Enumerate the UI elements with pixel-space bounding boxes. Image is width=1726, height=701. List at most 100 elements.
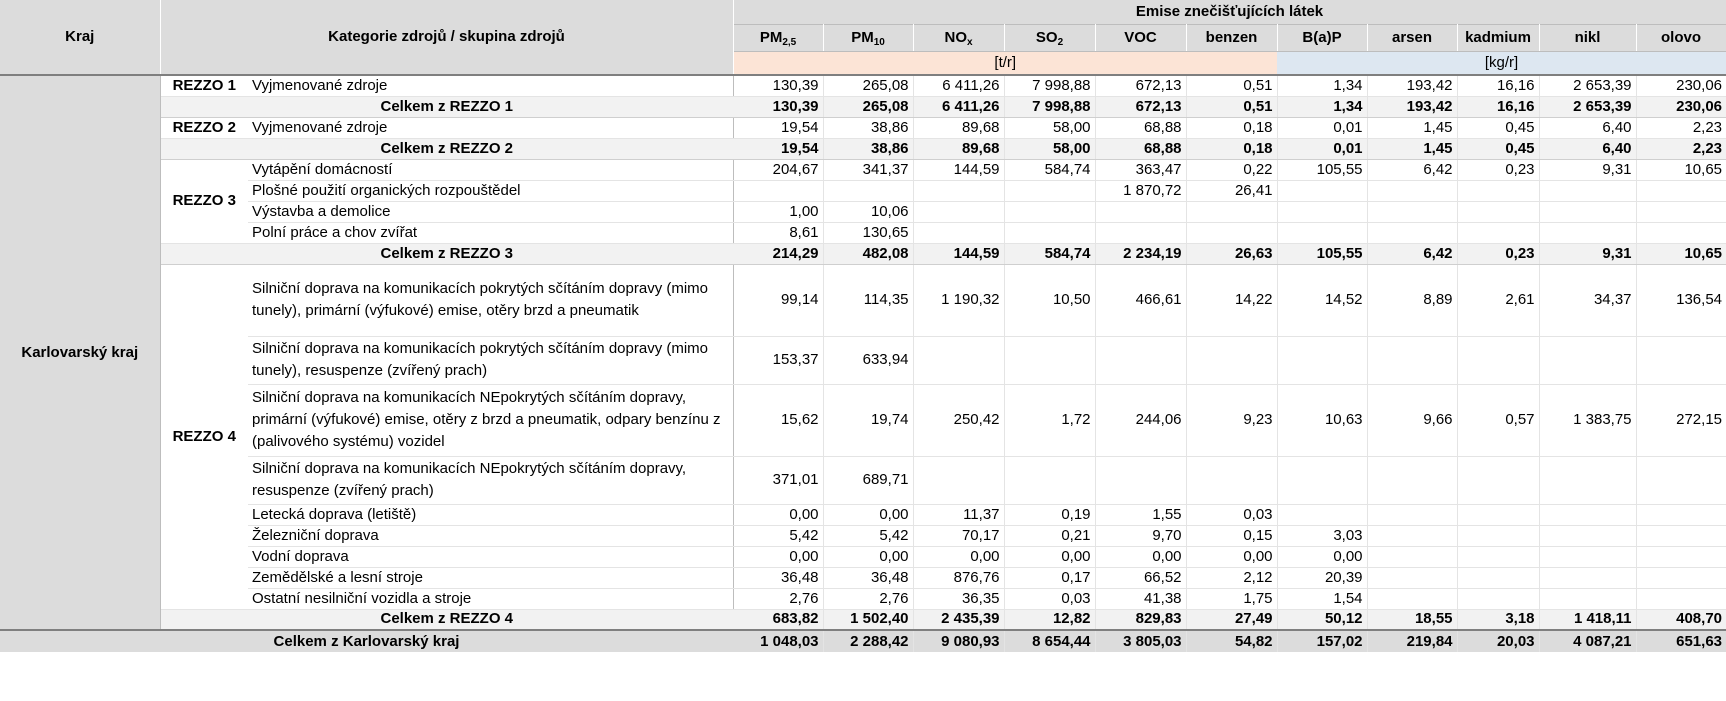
grand-total-value: 2 288,42	[823, 629, 914, 652]
table-row: Polní práce a chov zvířat 8,61 130,65	[0, 222, 1726, 244]
subtotal-value: 6,42	[1367, 242, 1458, 265]
source-label: Vyjmenované zdroje	[248, 75, 734, 97]
subtotal-row: Celkem z REZZO 4 683,82 1 502,40 2 435,39 12…	[0, 608, 1726, 631]
value-cell: 1,34	[1277, 75, 1368, 97]
pollutant-header: PM2,5	[733, 24, 824, 52]
pollutant-label: PM	[759, 29, 783, 46]
value-cell: 10,65	[1636, 159, 1726, 181]
value-cell: 9,70	[1095, 525, 1187, 547]
pollutant-header: benzen	[1186, 24, 1278, 52]
value-cell: 34,37	[1539, 264, 1637, 337]
value-cell	[1095, 456, 1187, 505]
pollutant-label: benzen	[1205, 29, 1258, 46]
pollutant-subscript: x	[966, 37, 973, 48]
value-cell: 0,19	[1004, 504, 1096, 526]
value-cell	[1277, 201, 1368, 223]
subtotal-value: 230,06	[1636, 95, 1726, 118]
source-label: Silniční doprava na komunikacích NEpokry…	[248, 384, 734, 457]
value-cell: 1,55	[1095, 504, 1187, 526]
pollutant-label: nikl	[1574, 29, 1601, 46]
value-cell: 672,13	[1095, 75, 1187, 97]
value-cell: 11,37	[913, 504, 1005, 526]
subtotal-value: 9,31	[1539, 242, 1637, 265]
table-row: Letecká doprava (letiště) 0,00 0,00 11,37 0,…	[0, 504, 1726, 526]
value-cell	[1004, 201, 1096, 223]
value-cell	[1004, 222, 1096, 244]
value-cell	[1277, 504, 1368, 526]
value-cell: 89,68	[913, 117, 1005, 139]
value-cell: 58,00	[1004, 117, 1096, 139]
value-cell: 15,62	[733, 384, 824, 457]
subtotal-value: 584,74	[1004, 242, 1096, 265]
value-cell: 26,41	[1186, 180, 1278, 202]
value-cell	[1457, 504, 1540, 526]
source-label: Zemědělské a lesní stroje	[248, 567, 734, 589]
value-cell: 6,42	[1367, 159, 1458, 181]
subtotal-row: Celkem z REZZO 2 19,54 38,86 89,68 58,00 68,8…	[0, 137, 1726, 160]
value-cell: 0,57	[1457, 384, 1540, 457]
pollutant-subscript: 2,5	[782, 37, 797, 48]
value-cell	[1636, 567, 1726, 589]
value-cell: 70,17	[913, 525, 1005, 547]
subtotal-value: 0,23	[1457, 242, 1540, 265]
value-cell: 3,03	[1277, 525, 1368, 547]
source-label: Polní práce a chov zvířat	[248, 222, 734, 244]
value-cell: 230,06	[1636, 75, 1726, 97]
pollutant-header: PM10	[823, 24, 914, 52]
value-cell	[1539, 180, 1637, 202]
value-cell: 0,00	[823, 546, 914, 568]
value-cell: 8,89	[1367, 264, 1458, 337]
value-cell	[823, 180, 914, 202]
value-cell	[913, 456, 1005, 505]
value-cell	[1277, 222, 1368, 244]
value-cell	[1367, 525, 1458, 547]
value-cell: 2,61	[1457, 264, 1540, 337]
source-label: Vodní doprava	[248, 546, 734, 568]
subtotal-value: 18,55	[1367, 608, 1458, 631]
pollutant-label: VOC	[1124, 29, 1157, 46]
value-cell	[1539, 504, 1637, 526]
value-cell: 1,72	[1004, 384, 1096, 457]
value-cell	[1457, 525, 1540, 547]
value-cell	[1367, 456, 1458, 505]
pollutant-header: VOC	[1095, 24, 1187, 52]
value-cell	[1457, 588, 1540, 610]
subtotal-label: Celkem z REZZO 1	[160, 95, 734, 118]
value-cell	[1004, 336, 1096, 385]
subtotal-value: 1,45	[1367, 137, 1458, 160]
value-cell: 633,94	[823, 336, 914, 385]
value-cell: 0,15	[1186, 525, 1278, 547]
subtotal-value: 2,23	[1636, 137, 1726, 160]
table-row: Silniční doprava na komunikacích NEpokry…	[0, 384, 1726, 457]
value-cell	[1367, 504, 1458, 526]
value-cell: 1 870,72	[1095, 180, 1187, 202]
value-cell: 250,42	[913, 384, 1005, 457]
value-cell	[1539, 456, 1637, 505]
value-cell: 1,54	[1277, 588, 1368, 610]
value-cell	[1186, 336, 1278, 385]
table-row: Silniční doprava na komunikacích pokrytý…	[0, 336, 1726, 385]
pollutant-label: SO	[1035, 29, 1058, 46]
value-cell	[1457, 567, 1540, 589]
value-cell	[1636, 201, 1726, 223]
value-cell	[1277, 456, 1368, 505]
value-cell: 68,88	[1095, 117, 1187, 139]
value-cell: 0,03	[1186, 504, 1278, 526]
pollutant-label: kadmium	[1465, 29, 1531, 46]
value-cell: 2,76	[733, 588, 824, 610]
value-cell	[1004, 456, 1096, 505]
grand-total-value: 651,63	[1636, 629, 1726, 652]
value-cell: 9,66	[1367, 384, 1458, 457]
pollutant-header: olovo	[1636, 24, 1726, 52]
grand-total-value: 54,82	[1186, 629, 1278, 652]
value-cell: 0,18	[1186, 117, 1278, 139]
subtotal-value: 7 998,88	[1004, 95, 1096, 118]
value-cell: 0,00	[1277, 546, 1368, 568]
value-cell: 130,65	[823, 222, 914, 244]
subtotal-value: 6,40	[1539, 137, 1637, 160]
value-cell	[1539, 567, 1637, 589]
value-cell: 1,45	[1367, 117, 1458, 139]
subtotal-value: 19,54	[733, 137, 824, 160]
subtotal-label: Celkem z REZZO 2	[160, 137, 734, 160]
subtotal-value: 38,86	[823, 137, 914, 160]
